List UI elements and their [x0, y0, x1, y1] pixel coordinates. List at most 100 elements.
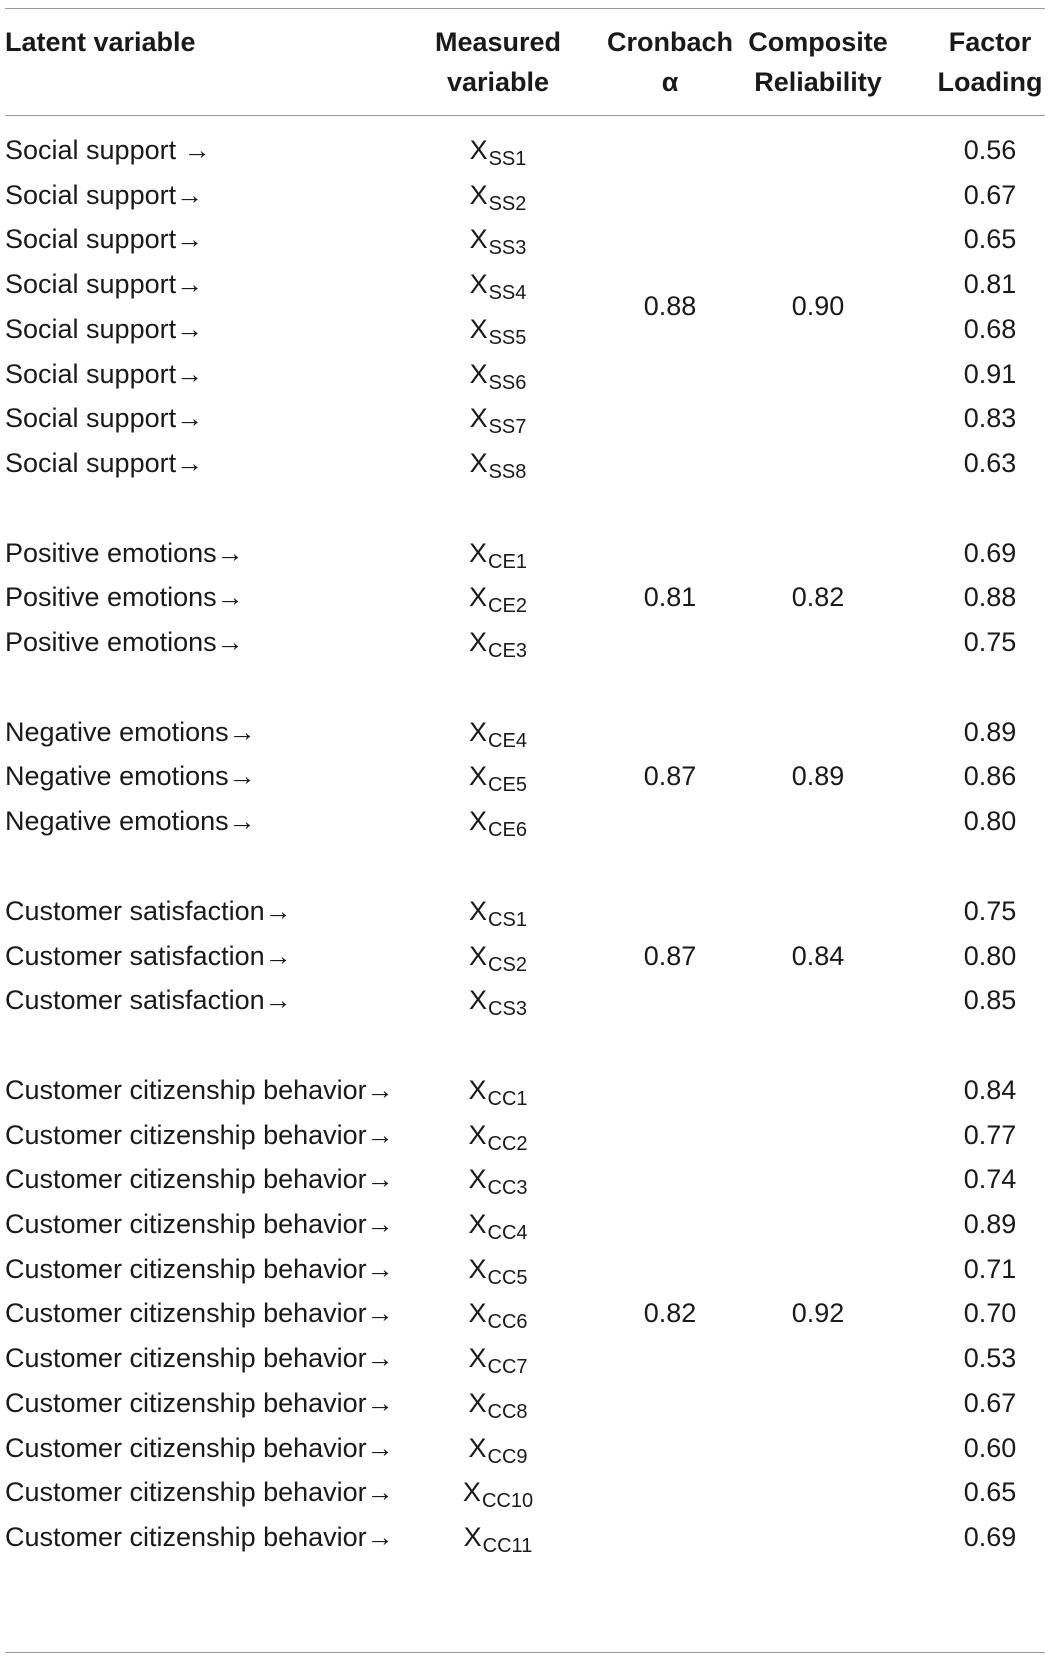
latent-variable-cell: Customer citizenship behavior→: [5, 1164, 394, 1195]
latent-variable-cell: Social support→: [5, 179, 204, 210]
factor-loading-cell: 0.83: [963, 403, 1017, 434]
header-cronbach-alpha: Cronbach α: [606, 27, 733, 97]
measured-variable-cell: XCS3: [423, 980, 573, 1023]
measured-variable-subscript: CC9: [487, 1445, 528, 1468]
factor-loading-cell: 0.74: [963, 1164, 1017, 1195]
factor-loading-cell: 0.91: [963, 358, 1017, 389]
measured-variable-base: X: [468, 1432, 487, 1463]
measured-variable-subscript: SS1: [488, 148, 527, 170]
latent-variable-cell: Social support →: [5, 135, 211, 165]
latent-variable-cell: Customer satisfaction→: [5, 985, 292, 1016]
factor-loading-cell: 0.71: [963, 1253, 1017, 1284]
measured-variable-base: X: [469, 761, 488, 792]
measured-variable-cell: XCC8: [423, 1383, 573, 1426]
latent-variable-cell: Customer citizenship behavior→: [5, 1343, 394, 1374]
table-row: Negative emotions→ XCE5 0.86: [5, 756, 1045, 796]
measured-variable-subscript: SS8: [488, 460, 527, 483]
measured-variable-cell: XSS4: [423, 264, 573, 307]
measured-variable-subscript: CC6: [487, 1311, 528, 1334]
measured-variable-subscript: CC11: [482, 1534, 533, 1557]
measured-variable-subscript: SS3: [488, 237, 527, 260]
composite-reliability-value: 0.89: [791, 761, 845, 792]
measured-variable-cell: XCC5: [423, 1249, 573, 1292]
latent-variable-cell: Social support→: [5, 403, 204, 434]
measured-variable-cell: XSS6: [423, 354, 573, 397]
measured-variable-cell: XCC7: [423, 1338, 573, 1381]
latent-variable-cell: Positive emotions→: [5, 627, 244, 657]
table-row: Social support→ XSS7 0.83: [5, 398, 1045, 438]
factor-loading-cell: 0.63: [963, 447, 1017, 478]
measured-variable-cell: XCC9: [423, 1428, 573, 1471]
composite-reliability-value: 0.90: [791, 291, 845, 322]
table-row: Customer citizenship behavior→ XCC10 0.65: [5, 1472, 1045, 1512]
composite-reliability-value: 0.84: [791, 940, 845, 971]
measured-variable-subscript: CC3: [487, 1177, 528, 1200]
measured-variable-base: X: [462, 1477, 481, 1508]
measured-variable-cell: XCS1: [423, 891, 573, 934]
measured-variable-base: X: [469, 179, 488, 210]
measured-variable-cell: XCS2: [423, 936, 573, 979]
factor-loading-cell: 0.69: [963, 537, 1017, 568]
latent-variable-cell: Customer citizenship behavior→: [5, 1074, 394, 1105]
table-row: Customer citizenship behavior→ XCC1 0.84: [5, 1070, 1045, 1110]
latent-variable-cell: Social support→: [5, 224, 204, 255]
measured-variable-base: X: [463, 1521, 482, 1552]
measured-variable-cell: XCC3: [423, 1159, 573, 1202]
table-row: Customer satisfaction→ XCS2 0.80: [5, 936, 1045, 976]
table-row: Customer citizenship behavior→ XCC3 0.74: [5, 1159, 1045, 1199]
table-row: Positive emotions→ XCE1 0.69: [5, 533, 1045, 573]
table-row: Customer citizenship behavior→ XCC9 0.60: [5, 1428, 1045, 1468]
measured-variable-cell: XCC10: [423, 1472, 573, 1515]
table-row: Social support→ XSS8 0.63: [5, 443, 1045, 483]
measured-variable-cell: XCE2: [423, 577, 573, 620]
header-latent-variable: Latent variable: [5, 27, 196, 57]
latent-variable-cell: Positive emotions→: [5, 582, 244, 613]
latent-variable-cell: Negative emotions→: [5, 716, 256, 747]
latent-variable-cell: Social support→: [5, 447, 204, 478]
latent-variable-cell: Customer citizenship behavior→: [5, 1253, 394, 1284]
measured-variable-base: X: [468, 1298, 487, 1329]
measured-variable-subscript: CC8: [487, 1400, 528, 1423]
measured-variable-subscript: SS2: [488, 192, 527, 215]
factor-loading-cell: 0.70: [963, 1298, 1017, 1329]
measured-variable-base: X: [469, 895, 488, 926]
measured-variable-subscript: SS6: [488, 371, 527, 394]
measured-variable-cell: XCC11: [423, 1517, 573, 1560]
measured-variable-cell: XCE1: [423, 533, 573, 576]
measured-variable-subscript: CS2: [488, 953, 527, 976]
measured-variable-base: X: [469, 537, 488, 568]
factor-loading-cell: 0.53: [963, 1343, 1017, 1374]
table-row: Negative emotions→ XCE6 0.80: [5, 801, 1045, 841]
factor-loading-cell: 0.75: [963, 895, 1017, 926]
latent-variable-cell: Social support→: [5, 313, 204, 344]
measured-variable-base: X: [468, 1253, 487, 1284]
measured-variable-base: X: [469, 403, 488, 434]
latent-variable-cell: Positive emotions→: [5, 537, 244, 568]
latent-variable-cell: Customer citizenship behavior→: [5, 1387, 394, 1418]
factor-loading-cell: 0.60: [963, 1432, 1017, 1463]
table-top-rule: [5, 8, 1045, 9]
factor-loading-cell: 0.68: [963, 313, 1017, 344]
header-composite-reliability: Composite Reliability: [748, 27, 888, 97]
measured-variable-base: X: [469, 135, 488, 165]
factor-loading-cell: 0.67: [963, 1387, 1017, 1418]
measured-variable-cell: XCC6: [423, 1293, 573, 1336]
factor-loading-cell: 0.84: [963, 1074, 1017, 1105]
latent-variable-cell: Customer citizenship behavior→: [5, 1521, 394, 1552]
measured-variable-subscript: CE4: [488, 729, 527, 752]
measured-variable-cell: XSS8: [423, 443, 573, 486]
table-row: Positive emotions→ XCE2 0.88: [5, 577, 1045, 617]
measured-variable-subscript: CC4: [487, 1222, 528, 1244]
table-row: Customer citizenship behavior→ XCC4 0.89: [5, 1204, 1045, 1244]
measured-variable-base: X: [469, 224, 488, 255]
measured-variable-cell: XCC1: [423, 1070, 573, 1113]
table-row: Social support→ XSS3 0.65: [5, 219, 1045, 259]
table-row: Negative emotions→ XCE4 0.89: [5, 712, 1045, 752]
latent-variable-cell: Social support→: [5, 358, 204, 389]
factor-loading-cell: 0.80: [963, 940, 1017, 971]
measured-variable-subscript: CC1: [487, 1087, 528, 1110]
measured-variable-subscript: CC7: [487, 1356, 528, 1379]
factor-loading-cell: 0.80: [963, 806, 1017, 837]
factor-loading-cell: 0.85: [963, 985, 1017, 1016]
measured-variable-base: X: [469, 447, 488, 478]
